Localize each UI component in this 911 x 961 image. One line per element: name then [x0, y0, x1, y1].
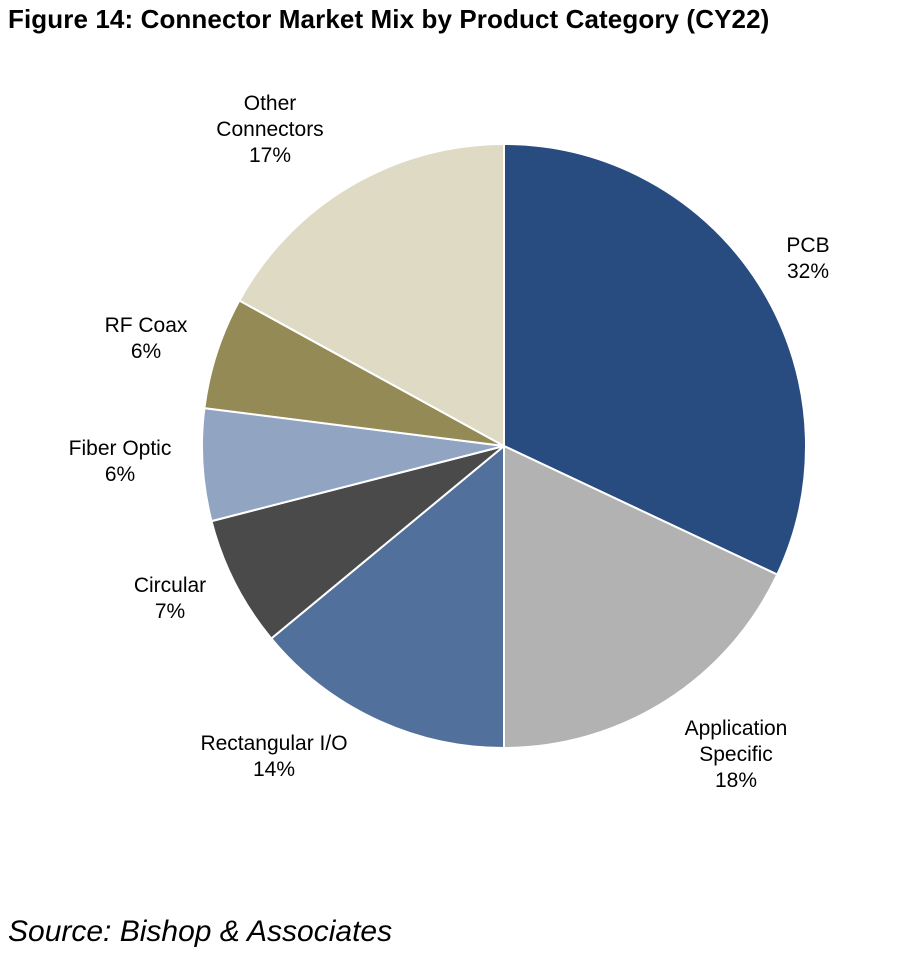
slice-label-application-specific: Application Specific 18%	[685, 717, 788, 792]
slice-label-fiber-optic: Fiber Optic 6%	[69, 437, 172, 486]
slice-label-circular: Circular 7%	[134, 574, 206, 623]
slice-label-rf-coax: RF Coax 6%	[105, 314, 188, 363]
pie-slice-pcb	[503, 142, 807, 576]
pie-slice-other-connectors	[237, 142, 505, 448]
slice-label-rectangular-i-o: Rectangular I/O 14%	[200, 732, 347, 781]
pie-slice-circular	[210, 445, 505, 640]
slice-label-pcb: PCB 32%	[786, 234, 829, 283]
chart-title: Figure 14: Connector Market Mix by Produ…	[8, 4, 770, 34]
source-note: Source: Bishop & Associates	[8, 915, 393, 948]
slice-label-other-connectors: Other Connectors 17%	[216, 92, 323, 167]
pie-slice-rectangular-i-o	[269, 443, 505, 750]
pie-slice-application-specific	[503, 444, 779, 750]
